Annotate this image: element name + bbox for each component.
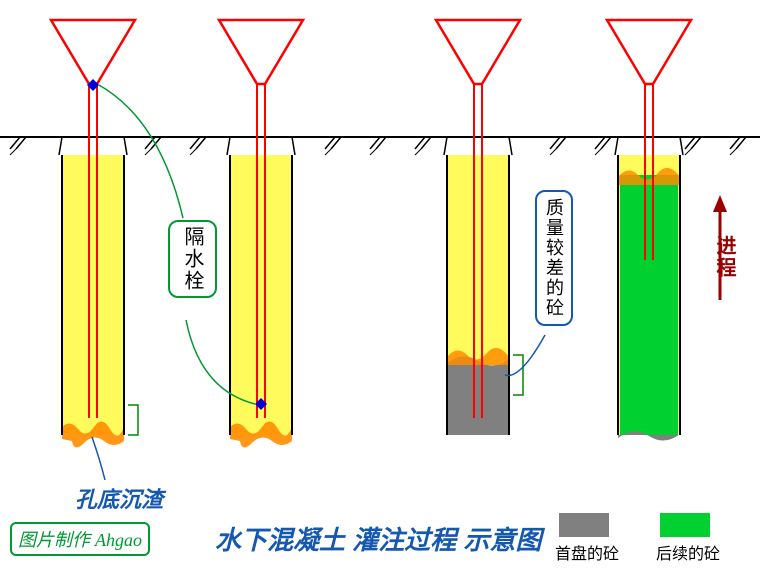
credit-signature: Ahgao [95, 530, 142, 550]
plug-label: 隔水栓 [168, 220, 217, 298]
legend-swatch-green [660, 513, 710, 537]
sediment-label: 孔底沉渣 [75, 482, 163, 514]
credit-box: 图片制作 Ahgao [10, 522, 150, 556]
legend-text-2: 后续的砼 [656, 540, 720, 564]
credit-label: 图片制作 [18, 530, 90, 550]
main-title: 水下混凝土 灌注过程 示意图 [215, 520, 541, 557]
legend-swatch-gray [559, 513, 609, 537]
legend-text-1: 首盘的砼 [555, 540, 619, 564]
poor-quality-label: 质量较差的砼 [535, 190, 573, 326]
process-label: 进程 [710, 235, 739, 279]
